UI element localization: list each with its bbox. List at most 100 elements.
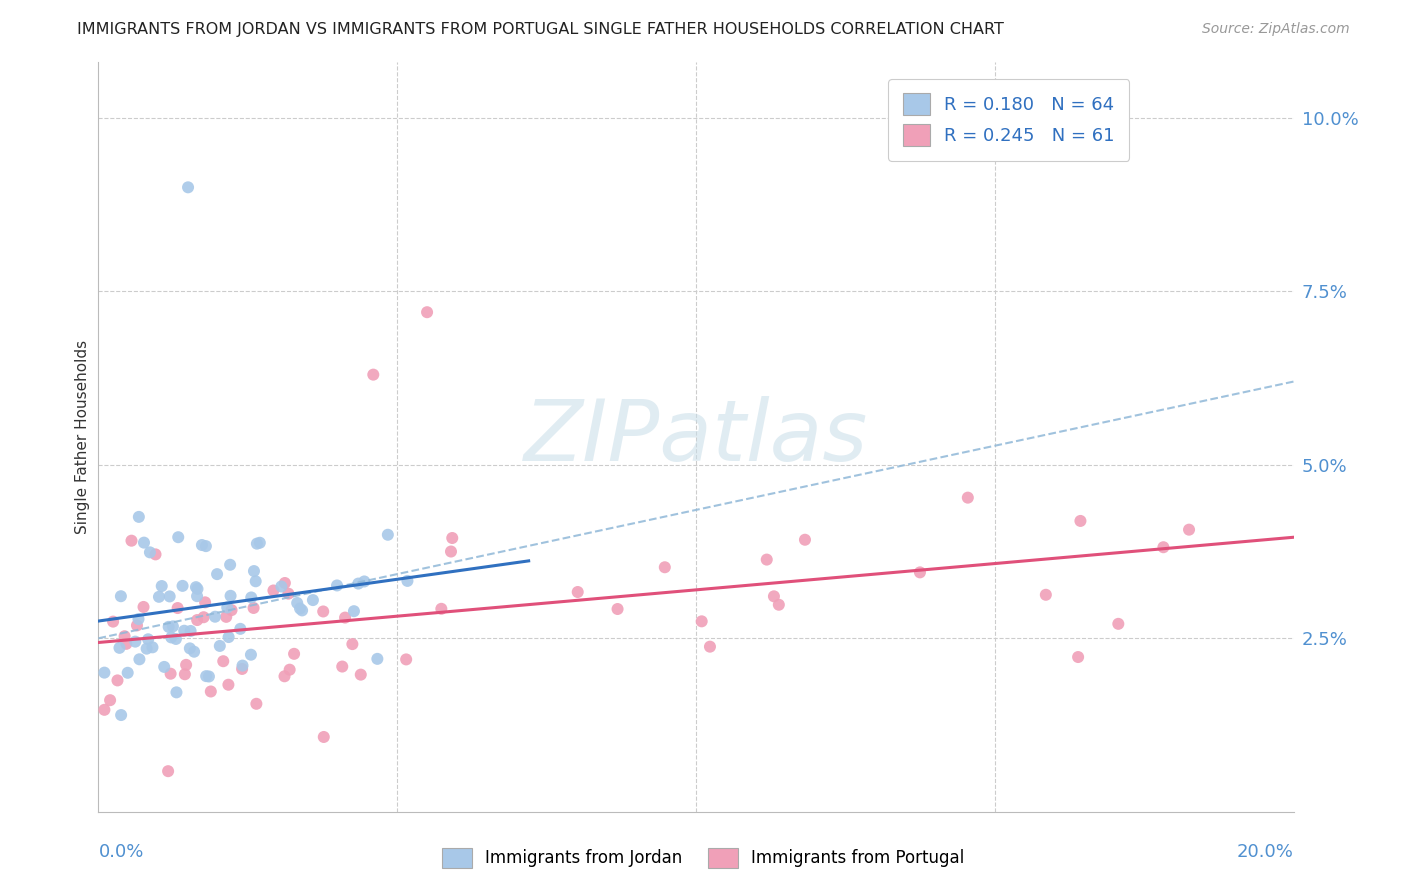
Point bbox=[145, 548, 167, 562]
Point bbox=[285, 596, 308, 610]
Point bbox=[128, 509, 150, 524]
Point bbox=[128, 612, 150, 626]
Point bbox=[1067, 650, 1090, 665]
Point bbox=[330, 659, 353, 673]
Point bbox=[159, 590, 181, 604]
Point bbox=[908, 566, 931, 580]
Point bbox=[231, 658, 253, 673]
Point bbox=[124, 634, 146, 648]
Point bbox=[242, 601, 264, 615]
Point bbox=[217, 600, 239, 615]
Point bbox=[1152, 540, 1174, 554]
Point bbox=[173, 624, 195, 638]
Text: 0.0%: 0.0% bbox=[98, 843, 143, 861]
Point bbox=[200, 684, 222, 698]
Point bbox=[699, 640, 721, 654]
Point bbox=[416, 305, 439, 319]
Point bbox=[157, 764, 180, 779]
Point bbox=[221, 603, 243, 617]
Point bbox=[186, 613, 208, 627]
Point bbox=[243, 564, 266, 578]
Point bbox=[205, 567, 228, 582]
Legend: Immigrants from Jordan, Immigrants from Portugal: Immigrants from Jordan, Immigrants from … bbox=[436, 841, 970, 875]
Point bbox=[273, 669, 295, 683]
Point bbox=[366, 652, 388, 666]
Point bbox=[136, 632, 159, 647]
Point bbox=[291, 603, 314, 617]
Point bbox=[249, 535, 271, 549]
Point bbox=[204, 609, 226, 624]
Point bbox=[110, 708, 132, 723]
Point bbox=[150, 579, 173, 593]
Point bbox=[167, 530, 190, 544]
Point bbox=[132, 535, 155, 549]
Point bbox=[217, 678, 239, 692]
Point bbox=[690, 615, 713, 629]
Point bbox=[177, 180, 200, 194]
Point bbox=[274, 576, 297, 591]
Point bbox=[162, 619, 184, 633]
Point bbox=[239, 648, 262, 662]
Point bbox=[440, 544, 463, 558]
Point bbox=[363, 368, 385, 382]
Point bbox=[333, 610, 356, 624]
Point bbox=[219, 558, 242, 572]
Point bbox=[302, 593, 325, 607]
Point bbox=[157, 620, 180, 634]
Point bbox=[231, 662, 253, 676]
Point bbox=[215, 610, 238, 624]
Point bbox=[159, 666, 181, 681]
Point bbox=[139, 545, 162, 559]
Point bbox=[606, 602, 628, 616]
Point bbox=[193, 610, 215, 624]
Point bbox=[347, 576, 370, 591]
Point bbox=[208, 639, 231, 653]
Point bbox=[794, 533, 817, 547]
Point bbox=[125, 618, 148, 632]
Point bbox=[245, 697, 267, 711]
Point bbox=[121, 533, 143, 548]
Point bbox=[132, 599, 155, 614]
Point bbox=[229, 622, 252, 636]
Point bbox=[194, 539, 217, 553]
Legend: R = 0.180   N = 64, R = 0.245   N = 61: R = 0.180 N = 64, R = 0.245 N = 61 bbox=[889, 79, 1129, 161]
Point bbox=[110, 589, 132, 603]
Point bbox=[1069, 514, 1091, 528]
Point bbox=[115, 637, 138, 651]
Point bbox=[278, 663, 301, 677]
Point bbox=[768, 598, 790, 612]
Point bbox=[246, 536, 269, 550]
Point bbox=[195, 669, 218, 683]
Point bbox=[1035, 588, 1057, 602]
Point bbox=[180, 624, 202, 638]
Point bbox=[342, 637, 364, 651]
Point bbox=[312, 605, 335, 619]
Y-axis label: Single Father Households: Single Father Households bbox=[75, 340, 90, 534]
Text: 20.0%: 20.0% bbox=[1237, 843, 1294, 861]
Text: Source: ZipAtlas.com: Source: ZipAtlas.com bbox=[1202, 22, 1350, 37]
Point bbox=[218, 630, 240, 644]
Point bbox=[262, 583, 284, 598]
Point bbox=[240, 591, 263, 605]
Point bbox=[567, 585, 589, 599]
Point bbox=[108, 640, 131, 655]
Point bbox=[93, 703, 115, 717]
Point bbox=[93, 665, 115, 680]
Point bbox=[219, 589, 242, 603]
Point bbox=[277, 587, 299, 601]
Point bbox=[141, 640, 163, 655]
Point bbox=[441, 531, 464, 545]
Point bbox=[283, 647, 305, 661]
Point bbox=[107, 673, 129, 688]
Point bbox=[755, 552, 778, 566]
Point bbox=[179, 641, 201, 656]
Point bbox=[654, 560, 676, 574]
Point bbox=[191, 538, 214, 552]
Point bbox=[101, 615, 124, 629]
Point bbox=[165, 632, 187, 646]
Point bbox=[377, 527, 399, 541]
Point bbox=[153, 660, 176, 674]
Point bbox=[135, 641, 157, 656]
Point bbox=[956, 491, 979, 505]
Point bbox=[1178, 523, 1201, 537]
